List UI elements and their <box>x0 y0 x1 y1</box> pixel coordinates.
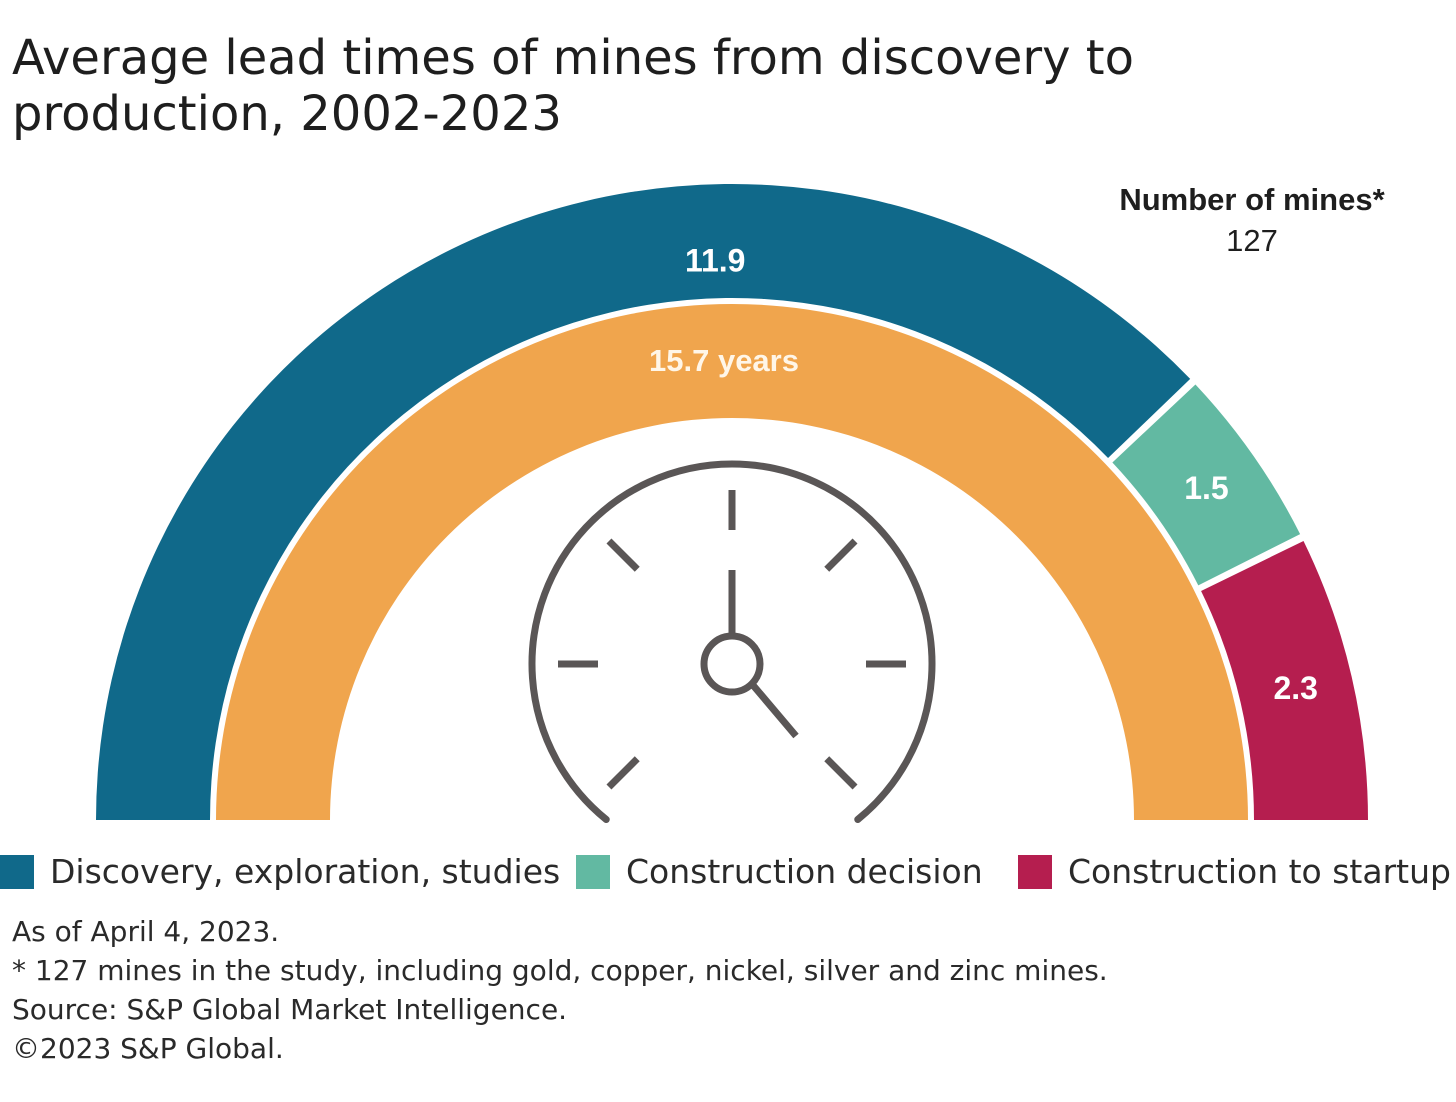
legend-swatch-construction-startup <box>1018 854 1052 889</box>
legend-item-construction-decision: Construction decision <box>576 852 983 891</box>
legend-item-construction-startup: Construction to startup <box>1018 852 1451 891</box>
mines-count-value: 127 <box>1226 223 1278 258</box>
legend-label-construction-decision: Construction decision <box>626 852 983 891</box>
copyright-note: ©2023 S&P Global. <box>12 1032 284 1065</box>
footnotes: As of April 4, 2023. * 127 mines in the … <box>12 912 1108 1068</box>
segment-label-2: 2.3 <box>1273 670 1317 706</box>
legend-label-construction-startup: Construction to startup <box>1068 852 1451 891</box>
gauge-chart: 11.9 1.5 2.3 15.7 years Number of mines* 127 <box>96 182 1386 824</box>
legend-label-discovery: Discovery, exploration, studies <box>50 852 561 891</box>
segment-1 <box>1112 384 1301 586</box>
segment-2 <box>1201 540 1368 820</box>
inner-ring <box>216 303 1248 820</box>
chart-labels: 11.9 1.5 2.3 15.7 years Number of mines* 127 <box>649 182 1386 706</box>
legend-swatch-discovery <box>0 854 34 889</box>
legend-swatch-construction-decision <box>576 854 610 889</box>
total-label: 15.7 years <box>649 343 799 378</box>
legend-item-discovery: Discovery, exploration, studies <box>0 852 560 891</box>
clock-icon <box>528 460 936 824</box>
total-arc <box>216 303 1248 820</box>
source-note: Source: S&P Global Market Intelligence. <box>12 993 568 1026</box>
chart-title: Average lead times of mines from discove… <box>12 30 1134 142</box>
segment-0 <box>96 184 1191 820</box>
segment-label-0: 11.9 <box>685 242 746 278</box>
study-note: * 127 mines in the study, including gold… <box>12 954 1108 987</box>
outer-ring <box>96 184 1368 820</box>
as-of-note: As of April 4, 2023. <box>12 915 280 948</box>
segment-label-1: 1.5 <box>1184 470 1228 506</box>
mines-count-label: Number of mines* <box>1119 182 1385 217</box>
